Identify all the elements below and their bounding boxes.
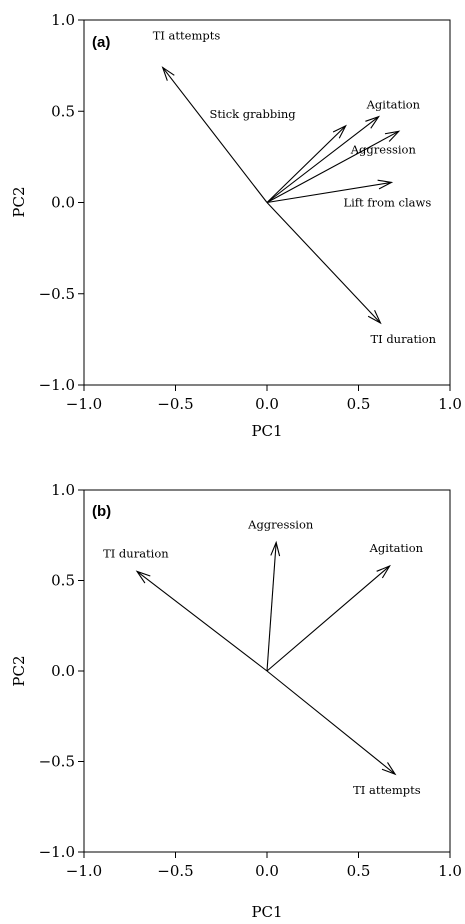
vector-label: Lift from claws — [343, 195, 431, 209]
loading-vector — [266, 130, 400, 203]
biplot-panel-a: (a) −1.0 −0.5 0.0 0.5 1.0 −1.0 −0.5 0.0 0.5 1.0 T… — [10, 11, 462, 440]
x-tick-label: 0.0 — [255, 862, 279, 880]
loading-vector — [266, 670, 396, 775]
y-tick-label: −1.0 — [39, 843, 75, 861]
vector-label: Aggression — [247, 517, 314, 531]
y-tick-label: 0.5 — [51, 102, 75, 120]
arrowhead — [367, 310, 382, 325]
y-tick-label: 0.0 — [51, 194, 75, 212]
x-tick-label: 1.0 — [438, 862, 462, 880]
arrowhead — [270, 540, 281, 557]
arrowhead — [135, 570, 151, 584]
arrowhead — [381, 762, 397, 776]
vector-label: Stick grabbing — [210, 107, 297, 121]
tick-group: −1.0 −0.5 0.0 0.5 1.0 −1.0 −0.5 0.0 0.5 1.0 — [39, 481, 462, 880]
x-tick-label: −0.5 — [157, 395, 193, 413]
panel-label: (b) — [92, 503, 111, 520]
loading-vector — [266, 542, 277, 672]
vector-label: TI duration — [370, 332, 436, 346]
x-tick-label: 1.0 — [438, 395, 462, 413]
x-tick-label: −1.0 — [66, 395, 102, 413]
y-axis-label: PC2 — [10, 655, 28, 686]
vector-label: Agitation — [366, 98, 421, 112]
y-tick-label: 0.0 — [51, 662, 75, 680]
vector-label: Aggression — [350, 142, 417, 156]
loading-vector — [266, 181, 392, 204]
y-tick-label: 0.5 — [51, 572, 75, 590]
arrowhead — [377, 179, 394, 190]
panel-label: (a) — [92, 34, 110, 51]
vector-label: TI attempts — [353, 783, 421, 797]
y-tick-label: −0.5 — [39, 753, 75, 771]
biplot-panel-b: (b) −1.0 −0.5 0.0 0.5 1.0 −1.0 −0.5 0.0 0.5 1.0 T… — [10, 481, 462, 921]
x-axis-label: PC1 — [251, 903, 282, 921]
y-tick-label: 1.0 — [51, 11, 75, 29]
loading-vector — [136, 571, 268, 672]
x-tick-label: 0.5 — [347, 862, 371, 880]
x-tick-label: 0.0 — [255, 395, 279, 413]
y-tick-label: −0.5 — [39, 285, 75, 303]
loading-vector — [266, 125, 347, 203]
x-tick-label: −0.5 — [157, 862, 193, 880]
vector-group: TI duration Aggression Agitation TI attempt… — [103, 517, 424, 797]
loading-vector — [266, 116, 379, 203]
x-axis-label: PC1 — [251, 422, 282, 440]
y-tick-label: 1.0 — [51, 481, 75, 499]
arrowhead — [161, 66, 175, 81]
arrowhead — [332, 124, 347, 139]
arrowhead — [384, 130, 401, 142]
vector-label: TI attempts — [153, 28, 221, 42]
vector-label: TI duration — [103, 546, 169, 560]
y-tick-label: −1.0 — [39, 376, 75, 394]
tick-group: −1.0 −0.5 0.0 0.5 1.0 −1.0 −0.5 0.0 0.5 1.0 — [39, 11, 462, 413]
loading-vector — [266, 565, 390, 672]
y-axis-label: PC2 — [10, 186, 28, 217]
vector-group: TI attempts Stick grabbing Agitation Aggres… — [153, 28, 437, 346]
vector-label: Agitation — [369, 541, 424, 555]
arrowhead — [365, 115, 381, 129]
loading-vector — [266, 202, 381, 324]
loading-vector — [162, 67, 268, 203]
x-tick-label: −1.0 — [66, 862, 102, 880]
arrowhead — [376, 564, 391, 579]
x-tick-label: 0.5 — [347, 395, 371, 413]
